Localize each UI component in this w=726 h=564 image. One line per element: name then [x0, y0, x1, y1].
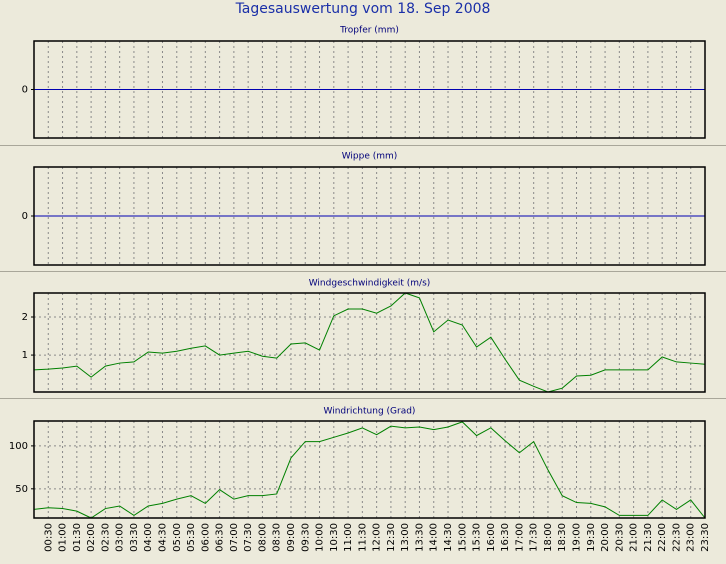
x-tick-label: 20:30 [614, 523, 625, 552]
y-tick-label: 0 [22, 85, 28, 96]
y-tick-label: 2 [22, 312, 28, 323]
plot-border [33, 40, 706, 139]
x-tick-label: 02:00 [86, 523, 97, 552]
x-tick-label: 15:30 [472, 523, 483, 552]
x-tick-label: 04:30 [157, 523, 168, 552]
x-tick-label: 21:00 [629, 523, 640, 552]
x-tick-label: 16:00 [486, 523, 497, 552]
x-tick-label: 03:00 [115, 523, 126, 552]
x-tick-label: 12:00 [372, 523, 383, 552]
x-tick-label: 07:30 [243, 523, 254, 552]
x-tick-label: 10:30 [329, 523, 340, 552]
panel-title: Wippe (mm) [342, 152, 398, 162]
data-line [33, 421, 706, 519]
x-tick-label: 19:00 [572, 523, 583, 552]
x-tick-label: 01:30 [72, 523, 83, 552]
x-tick-label: 13:00 [400, 523, 411, 552]
panel-title: Windgeschwindigkeit (m/s) [309, 279, 431, 289]
x-tick-label: 18:00 [543, 523, 554, 552]
data-line [33, 292, 706, 393]
plot-border [33, 292, 706, 393]
x-tick-label: 03:30 [129, 523, 140, 552]
x-tick-label: 16:30 [500, 523, 511, 552]
x-tick-label: 22:00 [657, 523, 668, 552]
x-tick-label: 23:30 [700, 523, 711, 552]
x-tick-label: 00:30 [43, 523, 54, 552]
plot-area [34, 421, 705, 518]
x-tick-label: 10:00 [315, 523, 326, 552]
x-tick-label: 08:00 [257, 523, 268, 552]
x-tick-label: 21:30 [643, 523, 654, 552]
x-tick-label: 01:00 [58, 523, 69, 552]
x-tick-label: 05:00 [172, 523, 183, 552]
x-tick-label: 19:30 [586, 523, 597, 552]
x-tick-label: 06:00 [200, 523, 211, 552]
x-tick-label: 11:30 [357, 523, 368, 552]
x-tick-label: 07:00 [229, 523, 240, 552]
panel-title: Tropfer (mm) [339, 26, 399, 36]
y-tick-label: 0 [22, 211, 28, 222]
x-tick-label: 09:30 [300, 523, 311, 552]
x-tick-label: 09:00 [286, 523, 297, 552]
y-tick-label: 100 [9, 441, 28, 452]
x-tick-label: 11:00 [343, 523, 354, 552]
plot-border [33, 420, 706, 519]
x-tick-label: 05:30 [186, 523, 197, 552]
plot-area [34, 293, 705, 392]
x-tick-label: 23:00 [686, 523, 697, 552]
y-tick-label: 50 [15, 484, 28, 495]
x-tick-label: 04:00 [143, 523, 154, 552]
x-tick-label: 15:00 [457, 523, 468, 552]
x-tick-label: 17:00 [514, 523, 525, 552]
x-tick-label: 18:30 [557, 523, 568, 552]
x-tick-label: 22:30 [671, 523, 682, 552]
x-tick-label: 08:30 [272, 523, 283, 552]
plot-border [33, 166, 706, 266]
x-tick-label: 02:30 [100, 523, 111, 552]
x-tick-label: 06:30 [215, 523, 226, 552]
page-title: Tagesauswertung vom 18. Sep 2008 [235, 1, 491, 17]
x-tick-label: 12:30 [386, 523, 397, 552]
y-tick-label: 1 [22, 350, 28, 361]
x-tick-label: 14:00 [429, 523, 440, 552]
x-tick-label: 17:30 [529, 523, 540, 552]
panel-title: Windrichtung (Grad) [324, 407, 416, 417]
x-tick-label: 20:00 [600, 523, 611, 552]
x-tick-label: 14:30 [443, 523, 454, 552]
x-tick-label: 13:30 [414, 523, 425, 552]
